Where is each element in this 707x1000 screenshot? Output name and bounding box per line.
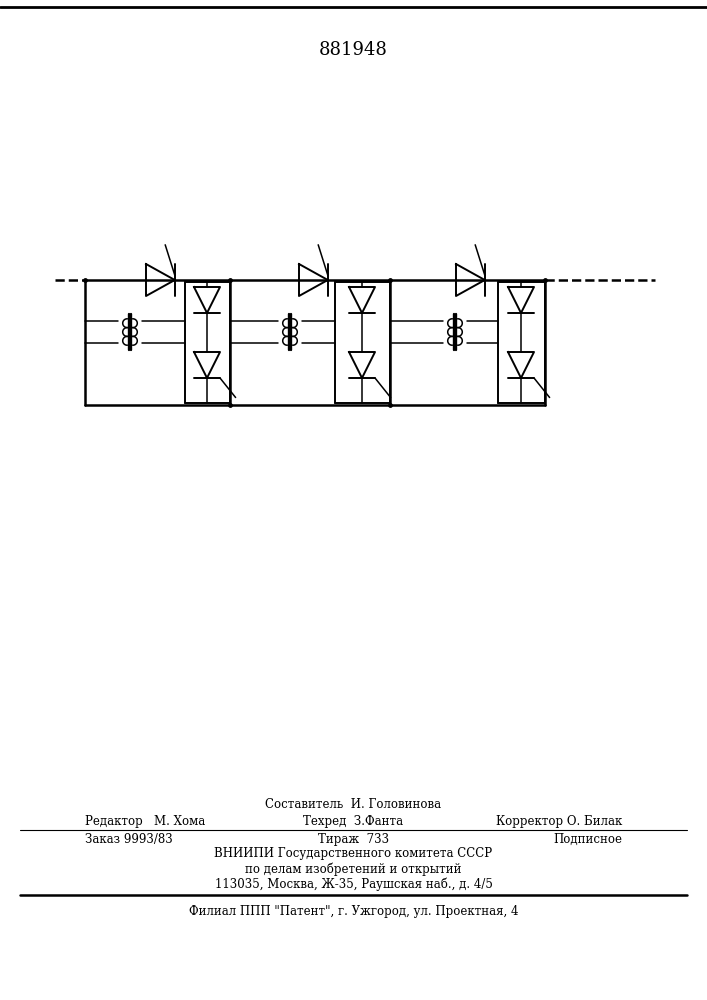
Text: Корректор О. Билак: Корректор О. Билак bbox=[496, 814, 622, 828]
Text: Тираж  733: Тираж 733 bbox=[318, 832, 389, 846]
Text: 113035, Москва, Ж-35, Раушская наб., д. 4/5: 113035, Москва, Ж-35, Раушская наб., д. … bbox=[214, 877, 493, 891]
Text: Редактор   М. Хома: Редактор М. Хома bbox=[85, 814, 205, 828]
Text: Филиал ППП "Патент", г. Ужгород, ул. Проектная, 4: Филиал ППП "Патент", г. Ужгород, ул. Про… bbox=[189, 906, 518, 918]
Text: 881948: 881948 bbox=[319, 41, 387, 59]
Text: Техред  З.Фанта: Техред З.Фанта bbox=[303, 814, 404, 828]
Text: Составитель  И. Головинова: Составитель И. Головинова bbox=[265, 798, 442, 810]
Text: ВНИИПИ Государственного комитета СССР: ВНИИПИ Государственного комитета СССР bbox=[214, 848, 493, 860]
Text: Подписное: Подписное bbox=[553, 832, 622, 846]
Text: Заказ 9993/83: Заказ 9993/83 bbox=[85, 832, 173, 846]
Text: по делам изобретений и открытий: по делам изобретений и открытий bbox=[245, 862, 462, 876]
